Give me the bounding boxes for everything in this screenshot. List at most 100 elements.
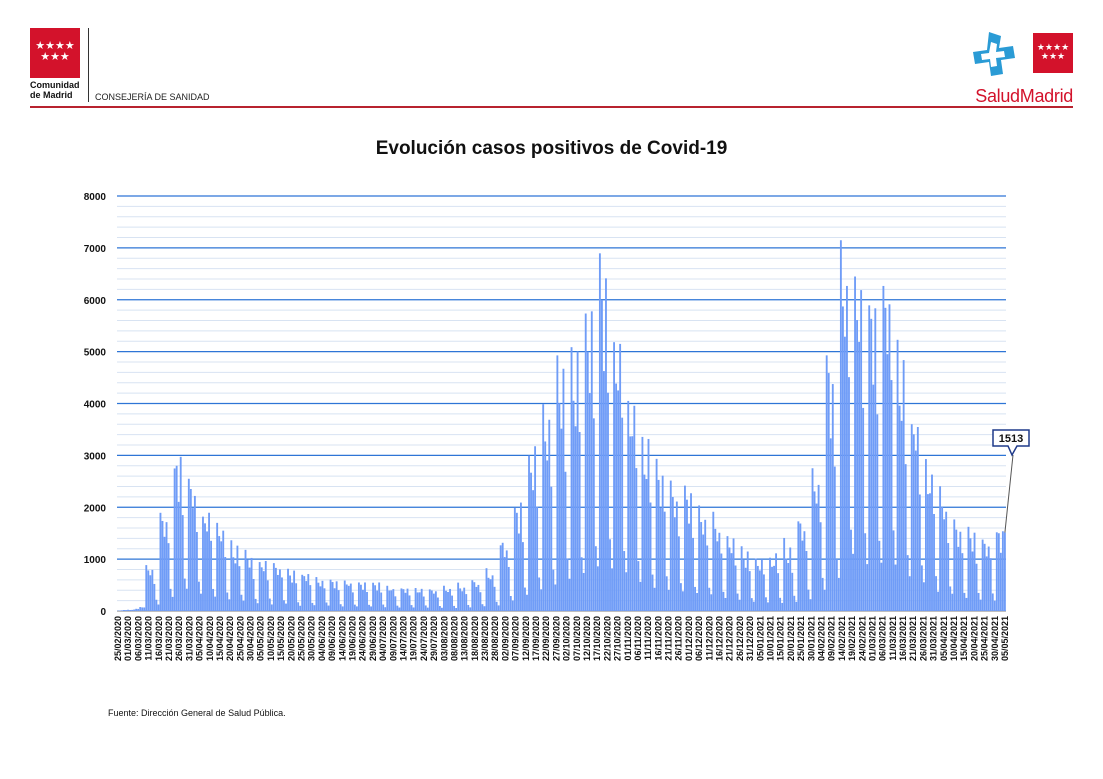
bar <box>357 582 360 611</box>
bar <box>613 342 615 611</box>
bar <box>607 392 609 611</box>
bar <box>856 320 859 611</box>
bar <box>900 420 903 611</box>
bar <box>791 572 794 611</box>
bar <box>279 569 281 611</box>
bar <box>374 585 377 611</box>
bar <box>779 597 782 611</box>
bar <box>754 558 757 611</box>
bar <box>908 576 911 611</box>
x-tick-label: 09/07/2020 <box>388 616 398 661</box>
bar <box>436 597 439 611</box>
bar <box>669 480 672 611</box>
bar <box>183 578 186 611</box>
bar <box>558 403 561 611</box>
bar <box>987 546 990 611</box>
bar <box>916 427 919 611</box>
bar <box>157 604 160 611</box>
bar <box>858 341 861 611</box>
bar <box>173 468 176 611</box>
x-tick-label: 25/04/2020 <box>235 616 245 661</box>
bar <box>718 532 721 611</box>
bar <box>874 308 877 611</box>
x-tick-label: 21/03/2020 <box>164 616 174 661</box>
bar <box>552 569 555 611</box>
bar <box>625 572 628 611</box>
bar <box>963 592 966 611</box>
bar <box>404 592 407 611</box>
bar <box>880 562 883 611</box>
bar <box>414 588 417 611</box>
bar <box>993 600 996 611</box>
bar <box>902 360 905 611</box>
bar <box>321 580 324 611</box>
bar <box>293 570 296 611</box>
madrid-flag-icon: ★★★★ ★★★ <box>30 28 80 78</box>
bar <box>424 605 427 611</box>
x-tick-label: 11/12/2020 <box>704 616 714 661</box>
bar <box>402 589 405 611</box>
bar <box>353 604 356 611</box>
bar <box>809 599 812 611</box>
x-tick-label: 29/06/2020 <box>368 616 378 661</box>
bar <box>200 593 202 611</box>
bar <box>546 460 549 611</box>
bar <box>811 468 814 611</box>
bar <box>977 592 980 611</box>
bar <box>457 582 460 611</box>
bar <box>953 519 956 611</box>
header-rule <box>30 106 1073 108</box>
bar <box>878 540 881 611</box>
bar <box>230 540 233 611</box>
bar <box>665 576 668 611</box>
bar <box>777 573 780 611</box>
x-tick-label: 06/12/2020 <box>694 616 704 661</box>
bar <box>639 581 642 611</box>
bar <box>572 400 575 611</box>
bar <box>997 533 1000 611</box>
bar <box>264 560 267 611</box>
bar <box>801 540 804 611</box>
bar <box>491 575 494 611</box>
x-tick-label: 30/01/2021 <box>806 616 816 661</box>
bar <box>226 592 229 611</box>
bar <box>416 592 419 611</box>
bar <box>574 426 577 611</box>
bar <box>600 299 603 611</box>
bar <box>969 538 972 611</box>
bar <box>420 588 423 611</box>
bar <box>513 507 516 611</box>
bar <box>848 377 850 611</box>
bar <box>485 568 488 611</box>
salud-madrid-logo: ★★★★ ★★★ SaludMadrid <box>963 30 1073 106</box>
bar <box>252 578 255 611</box>
bar <box>615 383 618 611</box>
bar <box>272 563 275 611</box>
x-tick-label: 20/01/2021 <box>786 616 796 661</box>
bar <box>337 590 340 611</box>
bar <box>455 607 458 611</box>
bar <box>396 605 399 611</box>
bar <box>268 598 271 611</box>
bar <box>568 578 571 611</box>
bar <box>714 528 717 611</box>
bar <box>303 576 306 611</box>
bar <box>493 586 496 611</box>
bar <box>985 556 988 611</box>
bar <box>519 502 522 611</box>
x-tick-label: 02/10/2020 <box>562 616 572 661</box>
bar <box>621 417 624 611</box>
x-tick-label: 25/04/2021 <box>980 616 990 661</box>
bar <box>945 511 948 611</box>
bar <box>728 547 731 611</box>
bar <box>789 547 792 611</box>
bar <box>135 608 138 611</box>
salud-madrid-wordmark: SaludMadrid <box>975 86 1073 106</box>
bar <box>388 590 391 611</box>
bar <box>673 517 676 611</box>
bar <box>886 354 889 611</box>
bar <box>657 479 660 611</box>
bar <box>681 591 684 611</box>
x-tick-label: 07/09/2020 <box>511 616 521 661</box>
